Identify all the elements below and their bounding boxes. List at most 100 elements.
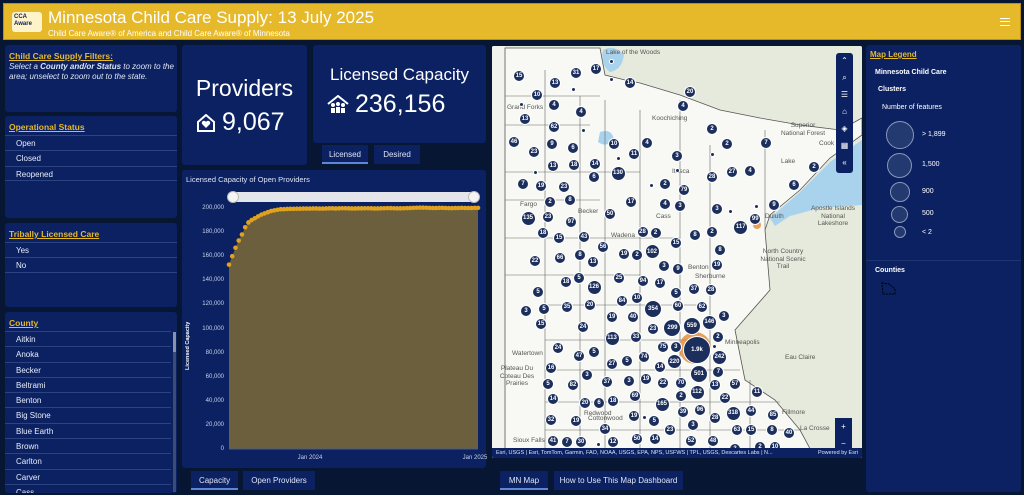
cluster-marker[interactable]: 28 [709, 412, 721, 424]
single-feature-dot[interactable] [580, 127, 586, 133]
zoom-in-button[interactable]: + [841, 422, 846, 431]
cluster-marker[interactable]: 2 [706, 226, 718, 238]
cluster-marker[interactable]: 2 [631, 249, 643, 261]
data-point[interactable] [233, 245, 238, 251]
cluster-marker[interactable]: 60 [672, 300, 684, 312]
cluster-marker[interactable]: 75 [656, 341, 669, 353]
cluster-marker[interactable]: 354 [644, 300, 662, 318]
data-point[interactable] [391, 205, 397, 211]
cluster-marker[interactable]: 7 [517, 178, 529, 190]
zoom-out-button[interactable]: − [841, 439, 846, 448]
cluster-marker[interactable]: 19 [640, 373, 652, 385]
cluster-marker[interactable]: 18 [568, 159, 580, 171]
qr-grid-icon[interactable]: ▦ [840, 141, 849, 150]
single-feature-dot[interactable] [518, 101, 524, 107]
powered-by-esri[interactable]: Powered by Esri [817, 450, 858, 456]
cluster-marker[interactable]: 5 [532, 286, 544, 298]
cluster-marker[interactable]: 57 [729, 377, 741, 390]
single-feature-dot[interactable] [615, 155, 621, 161]
data-point[interactable] [453, 205, 458, 211]
data-point[interactable] [339, 205, 345, 211]
data-point[interactable] [356, 206, 361, 211]
single-feature-dot[interactable] [608, 58, 614, 64]
cluster-marker[interactable]: 2 [675, 389, 687, 402]
data-point[interactable] [423, 205, 429, 211]
data-point[interactable] [462, 205, 468, 211]
tab-desired[interactable]: Desired [374, 145, 420, 164]
cluster-marker[interactable]: 63 [731, 424, 743, 436]
cluster-marker[interactable]: 9 [546, 138, 558, 150]
cluster-marker[interactable]: 14 [624, 77, 636, 89]
data-point[interactable] [229, 253, 235, 259]
single-feature-dot[interactable] [727, 208, 733, 214]
cluster-marker[interactable]: 3 [520, 305, 532, 317]
cluster-marker[interactable]: 4 [659, 198, 671, 210]
collapse-up-icon[interactable]: ⌃ [841, 56, 848, 65]
cluster-marker[interactable]: 31 [570, 67, 582, 79]
cluster-marker[interactable]: 117 [733, 219, 749, 235]
data-point[interactable] [346, 206, 351, 211]
data-point[interactable] [394, 206, 400, 211]
search-icon[interactable]: ⌕ [842, 73, 847, 82]
cluster-marker[interactable]: 20 [584, 299, 596, 311]
data-point[interactable] [343, 205, 348, 211]
minnesota-map[interactable]: Koochiching Lake Cook Itasca Cass Becker Waden… [492, 46, 862, 458]
cluster-marker[interactable]: 3 [581, 369, 593, 381]
county-option[interactable]: Big Stone [5, 407, 171, 422]
cluster-marker[interactable]: 130 [610, 165, 626, 181]
cluster-marker[interactable]: 3 [717, 310, 730, 322]
cluster-marker[interactable]: 3 [687, 419, 699, 431]
cluster-marker[interactable]: 13 [519, 113, 531, 125]
county-scrollbar[interactable] [173, 332, 176, 492]
cluster-marker[interactable]: 6 [567, 142, 579, 154]
tribal-option-yes[interactable]: Yes [5, 242, 177, 257]
cluster-marker[interactable]: 5 [542, 378, 554, 390]
cluster-marker[interactable]: 33 [630, 331, 642, 343]
scrollbar-thumb[interactable] [173, 332, 176, 352]
single-feature-dot[interactable] [570, 86, 576, 92]
cluster-marker[interactable]: 2 [706, 123, 718, 135]
cluster-marker[interactable]: 50 [604, 208, 616, 220]
data-point[interactable] [326, 206, 332, 211]
data-point[interactable] [314, 206, 319, 211]
cluster-marker[interactable]: 4 [641, 137, 653, 149]
cluster-marker[interactable]: 15 [513, 70, 525, 82]
data-point[interactable] [242, 224, 248, 230]
data-point[interactable] [291, 206, 296, 212]
tab-licensed[interactable]: Licensed [322, 145, 368, 164]
cluster-marker[interactable]: 8 [574, 249, 586, 261]
cluster-marker[interactable]: 94 [637, 275, 649, 287]
cluster-marker[interactable]: 23 [664, 424, 676, 436]
data-point[interactable] [436, 205, 442, 211]
status-option-open[interactable]: Open [5, 135, 177, 150]
cluster-marker[interactable]: 13 [547, 160, 559, 172]
single-feature-dot[interactable] [753, 203, 759, 209]
cluster-marker[interactable]: 5 [538, 303, 550, 315]
cluster-marker[interactable]: 16 [545, 362, 557, 374]
data-point[interactable] [469, 205, 474, 211]
cluster-marker[interactable]: 84 [616, 295, 628, 307]
data-point[interactable] [352, 206, 358, 211]
data-point[interactable] [307, 206, 313, 211]
cluster-marker[interactable]: 23 [558, 181, 570, 193]
cluster-marker[interactable]: 41 [547, 435, 559, 447]
cluster-marker[interactable]: 32 [545, 414, 557, 426]
data-point[interactable] [333, 206, 339, 211]
cluster-marker[interactable]: 9 [768, 199, 780, 211]
data-point[interactable] [375, 206, 381, 211]
cluster-marker[interactable]: 5 [588, 346, 600, 358]
data-point[interactable] [385, 205, 390, 211]
cluster-marker[interactable]: 74 [638, 351, 650, 363]
slider-end-handle[interactable] [468, 191, 480, 203]
single-feature-dot[interactable] [642, 414, 648, 420]
cluster-marker[interactable]: 8 [714, 244, 726, 256]
cluster-marker[interactable]: 146 [701, 314, 717, 330]
cluster-marker[interactable]: 20 [684, 86, 696, 98]
cluster-marker[interactable]: 14 [547, 393, 559, 405]
cluster-marker[interactable]: 19 [618, 248, 630, 260]
cluster-marker[interactable]: 15 [745, 424, 757, 436]
cluster-marker[interactable]: 4 [677, 100, 689, 112]
collapse-left-icon[interactable]: « [842, 158, 847, 167]
cluster-marker[interactable]: 12 [607, 436, 619, 448]
cluster-marker[interactable]: 19 [606, 311, 618, 323]
